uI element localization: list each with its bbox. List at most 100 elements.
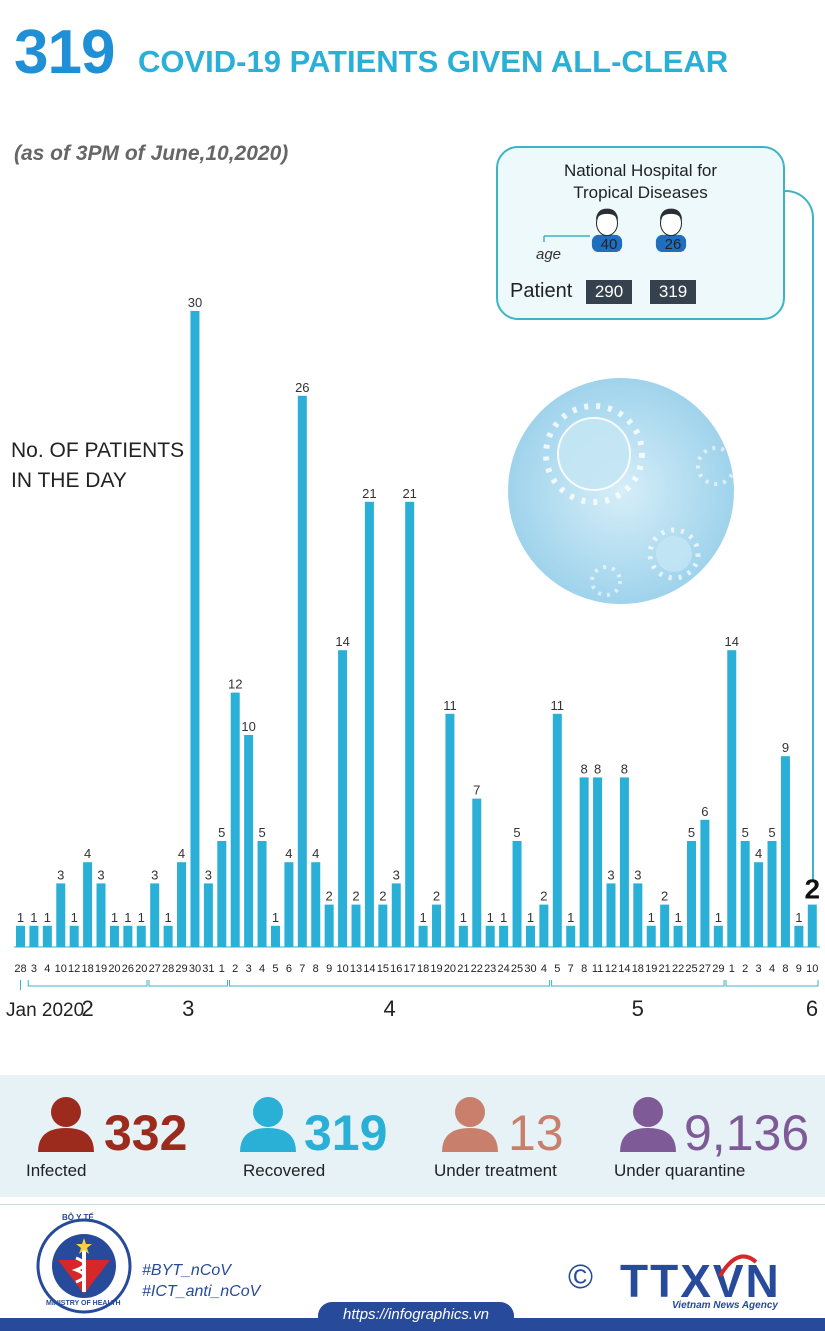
x-tick-label: 4 <box>259 963 265 975</box>
hashtag-byt[interactable]: #BYT_nCoV <box>142 1262 231 1279</box>
bar-value-label: 2 <box>804 874 820 905</box>
bar-value-label: 8 <box>594 761 601 776</box>
bar-8 <box>123 925 133 947</box>
bar-value-label: 1 <box>715 910 722 925</box>
bar-value-label: 1 <box>71 910 78 925</box>
bar-11 <box>163 925 173 947</box>
hospital-name: National Hospital for Tropical Diseases <box>498 160 783 204</box>
stat-recovered-value: 319 <box>304 1105 388 1161</box>
bar-23 <box>324 904 334 947</box>
stats-band <box>0 1075 825 1197</box>
patient-card-319: 26 319 <box>648 206 698 304</box>
bar-58 <box>794 925 804 947</box>
hospital-name-line-2: Tropical Diseases <box>573 183 708 202</box>
bar-value-label: 21 <box>362 486 376 501</box>
bar-value-label: 1 <box>487 910 494 925</box>
x-tick-label: 19 <box>430 963 442 975</box>
bar-36 <box>499 925 509 947</box>
bar-37 <box>512 841 522 947</box>
bar-value-label: 2 <box>433 889 440 904</box>
bar-50 <box>687 841 696 947</box>
x-tick-label: 9 <box>326 963 332 975</box>
person-icon <box>442 1097 498 1152</box>
bar-51 <box>700 819 710 947</box>
person-icon <box>620 1097 676 1152</box>
bar-value-label: 1 <box>165 910 172 925</box>
bar-value-label: 14 <box>725 634 739 649</box>
x-tick-label: 29 <box>175 963 187 975</box>
person-icon <box>591 208 623 252</box>
bar-value-label: 2 <box>540 889 547 904</box>
x-tick-label: 23 <box>484 963 496 975</box>
bar-22 <box>311 862 321 947</box>
bar-6 <box>96 883 106 947</box>
bar-45 <box>619 777 629 947</box>
stat-infected <box>36 1094 96 1159</box>
bar-value-label: 1 <box>648 910 655 925</box>
bar-52 <box>713 925 723 947</box>
bar-value-label: 2 <box>379 889 386 904</box>
x-tick-label: 21 <box>457 963 469 975</box>
bar-value-label: 7 <box>473 783 480 798</box>
patient-id: 319 <box>650 280 696 304</box>
bar-34 <box>472 798 482 947</box>
month-label: 4 <box>383 996 395 1021</box>
x-tick-label: 16 <box>390 963 402 975</box>
patient-age: 26 <box>664 236 682 253</box>
bar-38 <box>525 925 535 947</box>
bar-value-label: 1 <box>272 910 279 925</box>
age-label: age <box>536 246 562 263</box>
website-link[interactable]: https://infographics.vn <box>343 1306 489 1323</box>
hashtag-ict[interactable]: #ICT_anti_nCoV <box>142 1283 261 1300</box>
patient-card-290: 40 290 <box>584 206 634 304</box>
url-tab <box>318 1302 514 1331</box>
bar-value-label: 3 <box>393 867 400 882</box>
bar-26 <box>364 501 374 947</box>
bar-20 <box>284 862 294 947</box>
bar-value-label: 5 <box>218 825 225 840</box>
bar-16 <box>230 692 240 947</box>
bar-42 <box>579 777 589 947</box>
x-tick-label: 27 <box>699 963 711 975</box>
bar-17 <box>244 735 254 947</box>
x-tick-label: 5 <box>554 963 560 975</box>
bar-value-label: 1 <box>527 910 534 925</box>
person-icon <box>38 1097 94 1152</box>
bar-32 <box>445 713 455 947</box>
x-tick-label: 10 <box>806 963 818 975</box>
x-tick-label: 28 <box>162 963 174 975</box>
x-tick-label: 1 <box>729 963 735 975</box>
x-tick-label: 22 <box>471 963 483 975</box>
start-month-label: Jan 2020 <box>6 1000 84 1021</box>
bar-59 <box>807 904 817 947</box>
bar-value-label: 9 <box>782 740 789 755</box>
month-bracket <box>229 980 551 987</box>
bar-9 <box>136 925 146 947</box>
x-tick-label: 12 <box>68 963 80 975</box>
x-tick-label: 4 <box>541 963 547 975</box>
stat-infected-value: 332 <box>104 1105 188 1161</box>
bar-19 <box>270 925 280 947</box>
x-tick-label: 3 <box>31 963 37 975</box>
x-tick-label: 19 <box>645 963 657 975</box>
bar-48 <box>660 904 670 947</box>
x-tick-label: 29 <box>712 963 724 975</box>
bar-30 <box>418 925 428 947</box>
stat-quarantine-label: Under quarantine <box>614 1161 746 1180</box>
bar-53 <box>727 650 737 947</box>
ministry-of-health-logo-icon <box>36 1218 132 1314</box>
bar-value-label: 5 <box>258 825 265 840</box>
bar-value-label: 1 <box>124 910 131 925</box>
bar-10 <box>150 883 160 947</box>
age-pointer-icon <box>543 235 590 242</box>
bar-56 <box>767 841 777 947</box>
month-bracket <box>551 980 725 987</box>
bar-3 <box>56 883 66 947</box>
bar-value-label: 1 <box>460 910 467 925</box>
bar-44 <box>606 883 616 947</box>
bar-4 <box>69 925 79 947</box>
bar-40 <box>552 713 562 947</box>
patient-label: Patient <box>510 280 573 302</box>
bar-7 <box>109 925 119 947</box>
ministry-top-text: BỘ Y TẾ <box>62 1213 94 1222</box>
